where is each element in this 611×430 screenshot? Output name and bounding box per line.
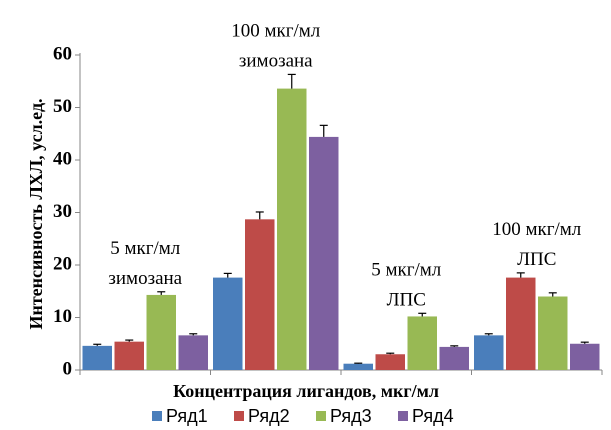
bar [375,354,405,370]
legend: Ряд1 Ряд2 Ряд3 Ряд4 [152,406,454,426]
legend-swatch [234,411,244,421]
bar [213,277,243,370]
annotation-text: 5 мкг/мл [371,259,442,280]
y-tick-label: 30 [53,201,72,222]
plot-area: 0 10 20 30 40 50 60 5 мкг/мл зимозана 100 мкг/мл з… [53,20,603,379]
annotation-text: зимозана [108,268,182,289]
bar [82,345,112,370]
y-tick-label: 10 [53,306,72,327]
legend-label: Ряд3 [330,406,372,426]
annotation-text: 5 мкг/мл [110,238,181,259]
bar [114,341,144,370]
y-tick-label: 50 [53,96,72,117]
legend-label: Ряд4 [412,406,454,426]
y-axis-title: Интенсивность ЛХЛ, усл.ед. [26,98,46,329]
annotation-text: ЛПС [517,249,556,270]
legend-swatch [316,411,326,421]
annotation-text: 100 мкг/мл [231,20,321,41]
annotation-text: ЛПС [387,289,426,310]
y-tick-label: 0 [63,358,73,379]
bar [245,219,275,370]
legend-swatch [152,411,162,421]
legend-label: Ряд2 [248,406,290,426]
y-tick-label: 60 [53,43,72,64]
annotation-text: зимозана [239,50,313,71]
bar [277,88,307,370]
bar [538,296,568,370]
bar [474,335,504,370]
x-axis-title: Концентрация лигандов, мкг/мл [173,381,439,401]
bar [506,277,536,370]
bar [309,136,339,370]
bar [146,294,176,370]
y-tick-label: 40 [53,148,72,169]
legend-label: Ряд1 [166,406,208,426]
bar [343,363,373,370]
bar [407,316,437,370]
annotation-text: 100 мкг/мл [492,219,582,240]
bar [178,335,208,370]
bar [570,343,600,370]
bar [439,346,469,370]
legend-swatch [398,411,408,421]
y-tick-label: 20 [53,253,72,274]
